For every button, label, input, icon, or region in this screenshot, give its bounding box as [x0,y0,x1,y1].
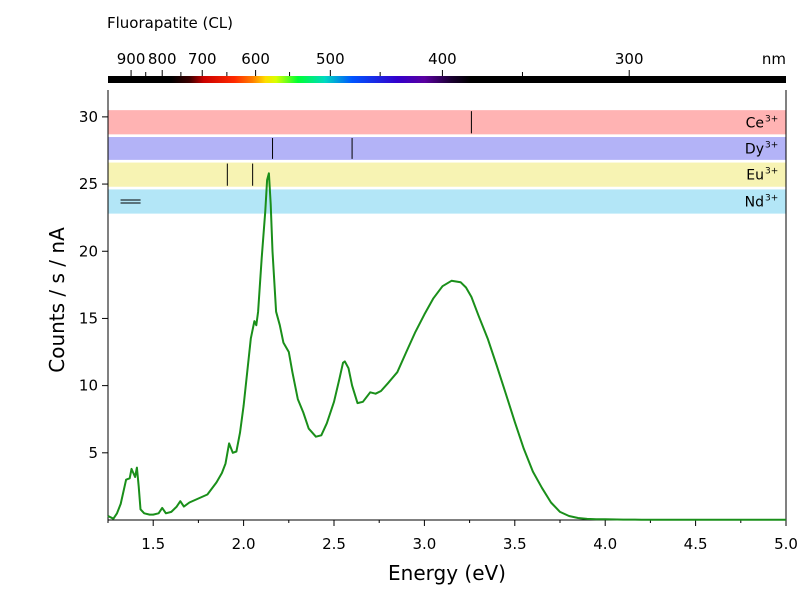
x-tick-label: 2.5 [322,535,346,553]
ion-band-eu [108,162,786,187]
x-tick-label: 3.5 [503,535,527,553]
x-axis-title: Energy (eV) [388,561,506,585]
top-axis-unit-label: nm [762,50,786,68]
ion-band-nd [108,189,786,214]
top-axis-tick-label: 700 [188,50,217,68]
ion-bands: Ce 3+Dy 3+Eu 3+Nd 3+ [108,110,786,214]
y-axis-title: Counts / s / nA [45,227,69,373]
x-tick-label: 4.5 [684,535,708,553]
x-tick-label: 5.0 [774,535,798,553]
top-axis: 900 800 700 600 500 400 300 [117,50,644,76]
y-tick-label: 5 [88,444,98,462]
ion-band-dy [108,137,786,160]
y-tick-label: 10 [79,377,98,395]
x-tick-label: 4.0 [593,535,617,553]
top-axis-tick-label: 800 [148,50,177,68]
x-axis: 1.5 2.0 2.5 3.0 3.5 4.0 4.5 5.0 [107,520,798,553]
ion-label-superscript: 3+ [765,140,778,150]
y-tick-label: 15 [79,309,98,327]
ion-label-superscript: 3+ [765,194,778,204]
top-axis-tick-label: 600 [241,50,270,68]
ion-label-superscript: 3+ [765,114,778,124]
visible-spectrum-bar [108,76,786,83]
top-axis-tick-label: 300 [615,50,644,68]
x-tick-label: 3.0 [412,535,436,553]
top-axis-tick-label: 900 [117,50,146,68]
top-axis-tick-label: 400 [428,50,457,68]
top-axis-tick-label: 500 [316,50,345,68]
x-tick-label: 1.5 [141,535,165,553]
ion-label: Dy [745,141,764,157]
series-group [107,172,786,521]
y-tick-label: 25 [79,175,98,193]
cl-spectrum-line [107,172,786,521]
y-axis: 5 10 15 20 25 30 [79,108,108,462]
x-tick-label: 2.0 [232,535,256,553]
ion-label: Nd [745,195,764,211]
ion-label: Ce [746,115,764,131]
ion-label-superscript: 3+ [765,167,778,177]
ion-label: Eu [746,168,764,184]
y-tick-label: 20 [79,242,98,260]
y-tick-label: 30 [79,108,98,126]
ion-band-ce [108,110,786,135]
chart-title: Fluorapatite (CL) [107,14,233,32]
